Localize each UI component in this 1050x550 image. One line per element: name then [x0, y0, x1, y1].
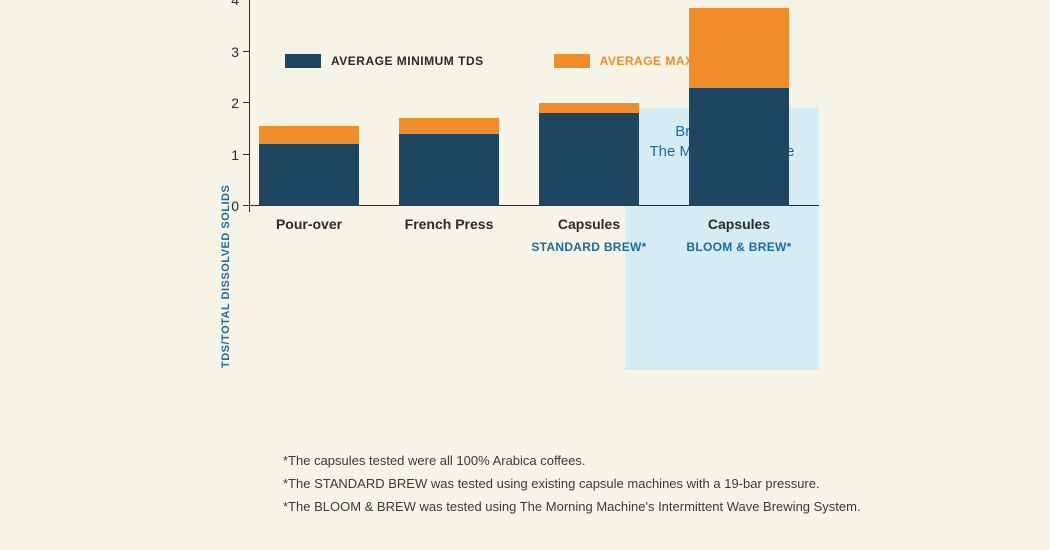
footnotes: *The capsules tested were all 100% Arabi…: [283, 450, 861, 518]
y-tick-label: 2: [231, 95, 249, 111]
y-tick-mark: [243, 51, 249, 52]
bar-segment-max: [399, 118, 499, 133]
y-tick-label: 1: [231, 147, 249, 163]
x-category-sublabel: BLOOM & BREW*: [686, 240, 791, 254]
y-tick-mark: [243, 102, 249, 103]
x-category-label: Capsules: [558, 206, 620, 232]
footnote-line: *The capsules tested were all 100% Arabi…: [283, 450, 861, 473]
x-category-sublabel: STANDARD BREW*: [531, 240, 646, 254]
y-axis-line: [249, 0, 250, 212]
bar-segment-max: [689, 8, 789, 88]
bar-group: CapsulesSTANDARD BREW*: [539, 0, 639, 206]
x-category-label: Pour-over: [276, 206, 342, 232]
y-tick-label: 0: [231, 198, 249, 214]
y-tick-label: 3: [231, 44, 249, 60]
x-category-label: French Press: [405, 206, 494, 232]
bar-segment-min: [399, 134, 499, 206]
footnote-line: *The STANDARD BREW was tested using exis…: [283, 473, 861, 496]
bar-segment-max: [539, 103, 639, 113]
bar-group: Pour-over: [259, 0, 359, 206]
y-axis-label: TDS/TOTAL DISSOLVED SOLIDS: [220, 185, 232, 368]
y-tick-mark: [243, 154, 249, 155]
bar-group: French Press: [399, 0, 499, 206]
y-tick-label: 4: [231, 0, 249, 8]
bar-segment-min: [259, 144, 359, 206]
plot-area: 01234Pour-overFrench PressCapsulesSTANDA…: [249, 0, 819, 206]
bar-group: CapsulesBLOOM & BREW*: [689, 0, 789, 206]
bar-segment-max: [259, 126, 359, 144]
x-category-label: Capsules: [708, 206, 770, 232]
bar-segment-min: [539, 113, 639, 206]
bar-segment-min: [689, 88, 789, 206]
footnote-line: *The BLOOM & BREW was tested using The M…: [283, 496, 861, 519]
y-tick-mark: [243, 205, 249, 206]
